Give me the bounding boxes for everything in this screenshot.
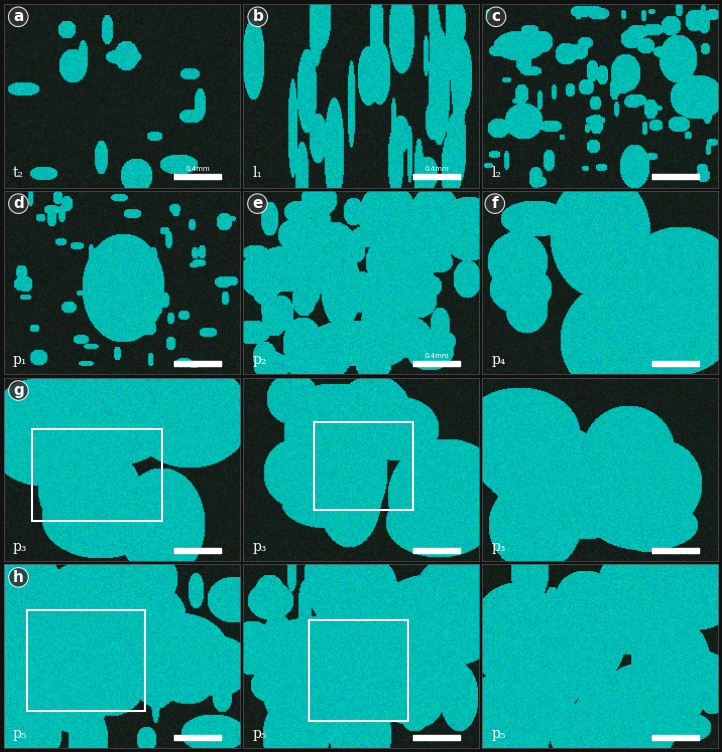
Bar <box>174 361 221 365</box>
Text: e: e <box>252 196 263 211</box>
Text: t₂: t₂ <box>13 166 25 180</box>
Text: p₅: p₅ <box>252 727 266 741</box>
Text: g: g <box>13 383 24 398</box>
Text: p₂: p₂ <box>252 353 267 367</box>
Bar <box>309 620 408 720</box>
Text: 0.4mm: 0.4mm <box>185 166 209 172</box>
Text: l₁: l₁ <box>252 166 262 180</box>
Bar <box>413 361 460 365</box>
Bar <box>174 548 221 553</box>
Bar <box>27 611 145 711</box>
Bar <box>652 548 700 553</box>
Text: p₃: p₃ <box>13 540 27 554</box>
Text: 0.4mm: 0.4mm <box>425 353 449 359</box>
Text: p₃: p₃ <box>252 540 266 554</box>
Text: d: d <box>13 196 24 211</box>
Bar <box>174 174 221 179</box>
Text: p₅: p₅ <box>492 727 506 741</box>
Text: a: a <box>13 9 23 24</box>
Bar <box>413 735 460 739</box>
Bar <box>652 361 700 365</box>
Text: p₄: p₄ <box>492 353 506 367</box>
Text: p₅: p₅ <box>13 727 27 741</box>
Text: p₃: p₃ <box>492 540 506 554</box>
Text: l₂: l₂ <box>492 166 502 180</box>
Text: c: c <box>492 9 500 24</box>
Bar <box>413 174 460 179</box>
Bar <box>174 735 221 739</box>
Text: h: h <box>13 570 24 585</box>
Bar <box>652 174 700 179</box>
Bar <box>314 422 413 510</box>
Bar <box>413 548 460 553</box>
Bar <box>32 429 162 521</box>
Bar <box>652 735 700 739</box>
Text: b: b <box>252 9 263 24</box>
Text: 0.4mm: 0.4mm <box>425 166 449 172</box>
Text: p₁: p₁ <box>13 353 27 367</box>
Text: f: f <box>492 196 498 211</box>
